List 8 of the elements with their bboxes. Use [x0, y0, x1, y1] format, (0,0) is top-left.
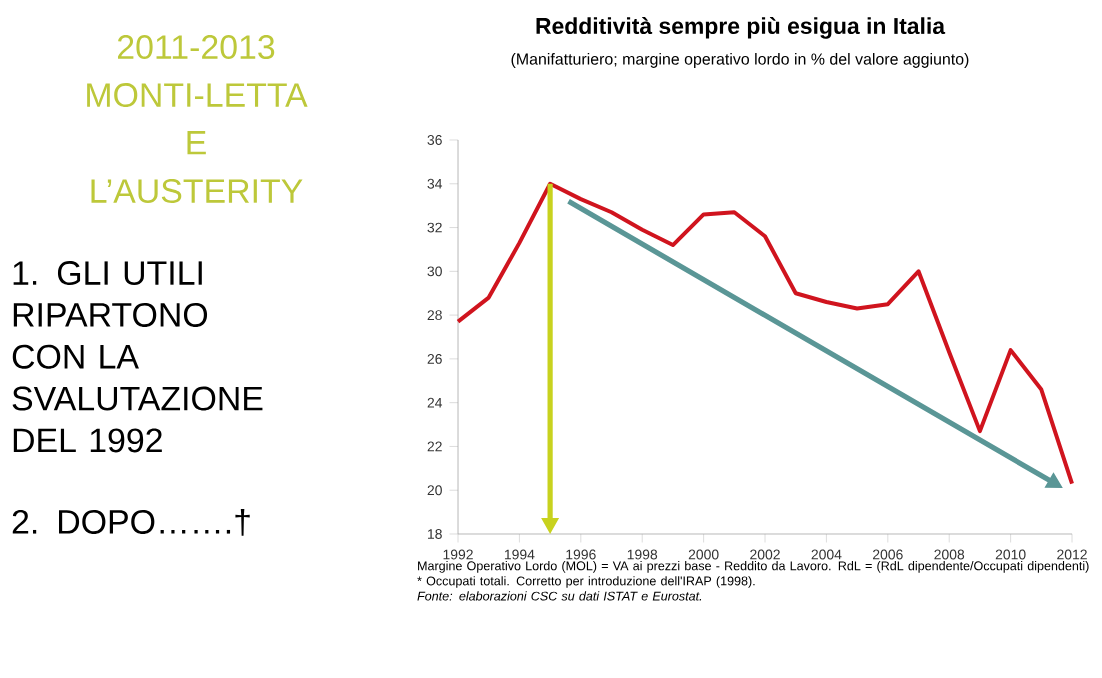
chart-title: Redditività sempre più esigua in Italia	[536, 17, 946, 39]
text: 2. DOPO…….†	[12, 509, 250, 536]
text: 2011-2013	[117, 35, 275, 60]
text: 1. GLI UTILI RIPARTONO CON LA SVALUTAZIONE DEL 1992	[12, 261, 263, 453]
text: L’AUSTERITY	[91, 179, 303, 204]
text: MONTI-LETTA	[87, 83, 308, 108]
text: E	[187, 131, 206, 155]
line-series	[456, 181, 1075, 486]
